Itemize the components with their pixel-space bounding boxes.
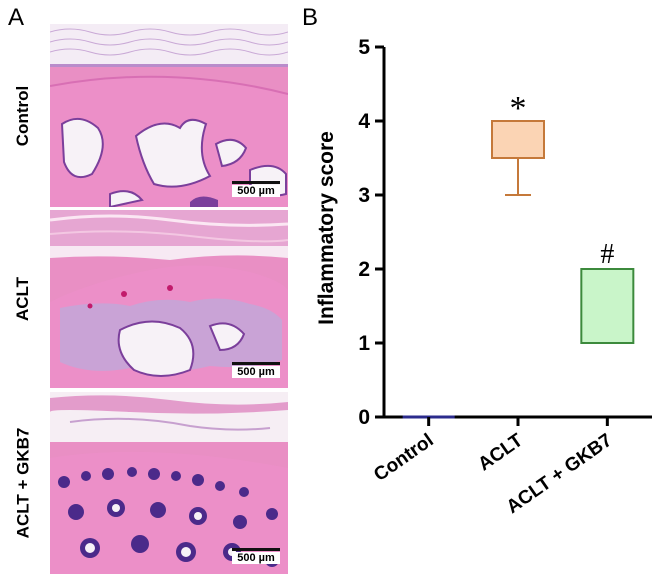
scale-bar-aclt-gkb7: 500 µm <box>232 548 280 564</box>
y-tick-label: 5 <box>358 36 370 59</box>
chart-boxes: *# <box>402 90 635 419</box>
scale-bar-label: 500 µm <box>232 185 280 197</box>
y-axis-label: Inflammatory score <box>315 131 338 325</box>
y-tick-label: 0 <box>358 406 370 429</box>
histology-image-aclt: 500 µm <box>50 210 288 388</box>
scale-bar-line <box>232 181 280 184</box>
significance-marker: # <box>600 239 614 270</box>
row-label-control: Control <box>13 85 32 146</box>
x-tick-label: Control <box>370 430 437 486</box>
scale-bar-line <box>232 362 280 365</box>
scale-bar-aclt: 500 µm <box>232 362 280 378</box>
y-tick-label: 2 <box>358 258 370 281</box>
scale-bar-label: 500 µm <box>232 552 280 564</box>
row-label-aclt: ACLT <box>13 276 32 322</box>
scale-bar-label: 500 µm <box>232 366 280 378</box>
significance-marker: * <box>510 90 527 127</box>
histology-image-aclt-gkb7: 500 µm <box>50 392 288 574</box>
panel-b-letter: B <box>302 4 319 31</box>
panel-a-letter: A <box>8 4 25 31</box>
y-tick-label: 3 <box>358 184 370 207</box>
scale-bar-control: 500 µm <box>232 181 280 197</box>
box-2 <box>580 268 635 344</box>
x-tick-label: ACLT <box>474 430 527 476</box>
row-label-aclt-gkb7: ACLT + GKB7 <box>13 427 33 539</box>
y-tick-label: 4 <box>358 110 370 133</box>
scale-bar-line <box>232 548 280 551</box>
histology-image-control: 500 µm <box>50 24 288 207</box>
y-tick-label: 1 <box>358 332 370 355</box>
